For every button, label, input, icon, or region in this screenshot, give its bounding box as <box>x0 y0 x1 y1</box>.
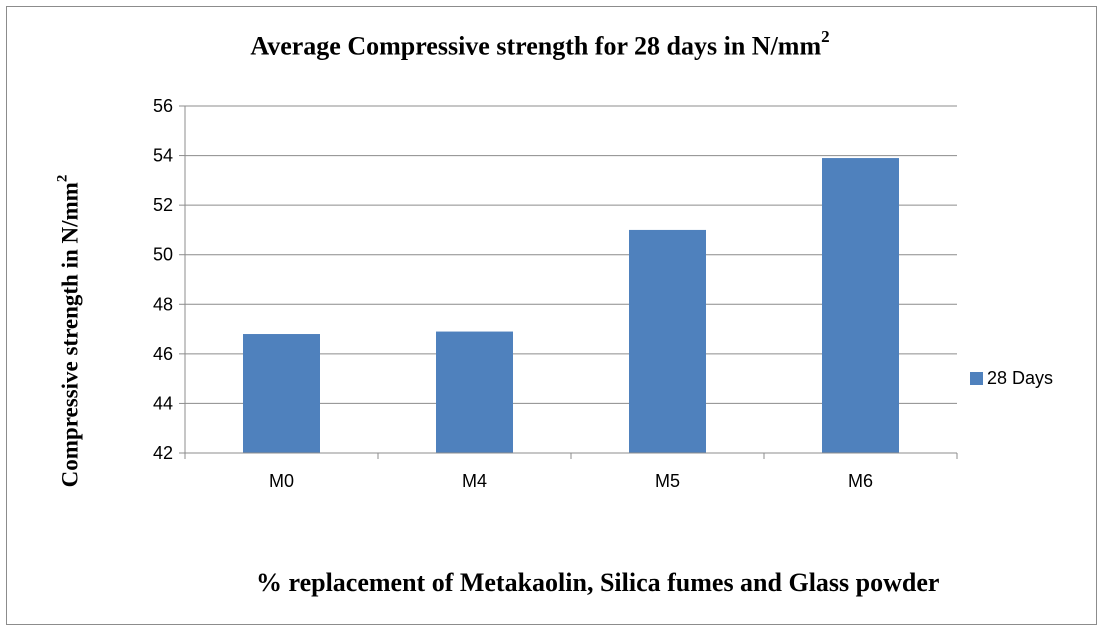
y-tick-label: 46 <box>153 344 173 364</box>
y-tick-label: 42 <box>153 443 173 463</box>
y-tick-label: 44 <box>153 393 173 413</box>
y-tick-label: 52 <box>153 195 173 215</box>
y-tick-label: 56 <box>153 96 173 116</box>
legend-label: 28 Days <box>987 368 1054 388</box>
chart-frame <box>6 6 1097 625</box>
bar-m5 <box>629 229 706 453</box>
axes <box>179 105 958 459</box>
bar-m4 <box>436 331 513 453</box>
y-tick-label: 50 <box>153 245 173 265</box>
legend: 28 Days <box>970 368 1053 389</box>
x-axis-title: % replacement of Metakaolin, Silica fume… <box>256 568 940 597</box>
bar-m6 <box>822 158 899 454</box>
bar-m0 <box>243 334 320 453</box>
y-tick-label: 54 <box>153 146 173 166</box>
x-tick-label: M0 <box>269 471 294 491</box>
x-tick-label: M4 <box>462 471 487 491</box>
legend-swatch <box>970 372 983 385</box>
tick-labels: 42 44 46 48 50 52 54 56 M0 M4 M5 M6 <box>153 96 873 491</box>
bars <box>243 158 899 454</box>
x-tick-label: M6 <box>848 471 873 491</box>
x-tick-label: M5 <box>655 471 680 491</box>
y-tick-label: 48 <box>153 294 173 314</box>
chart-title: Average Compressive strength for 28 days… <box>250 27 830 61</box>
